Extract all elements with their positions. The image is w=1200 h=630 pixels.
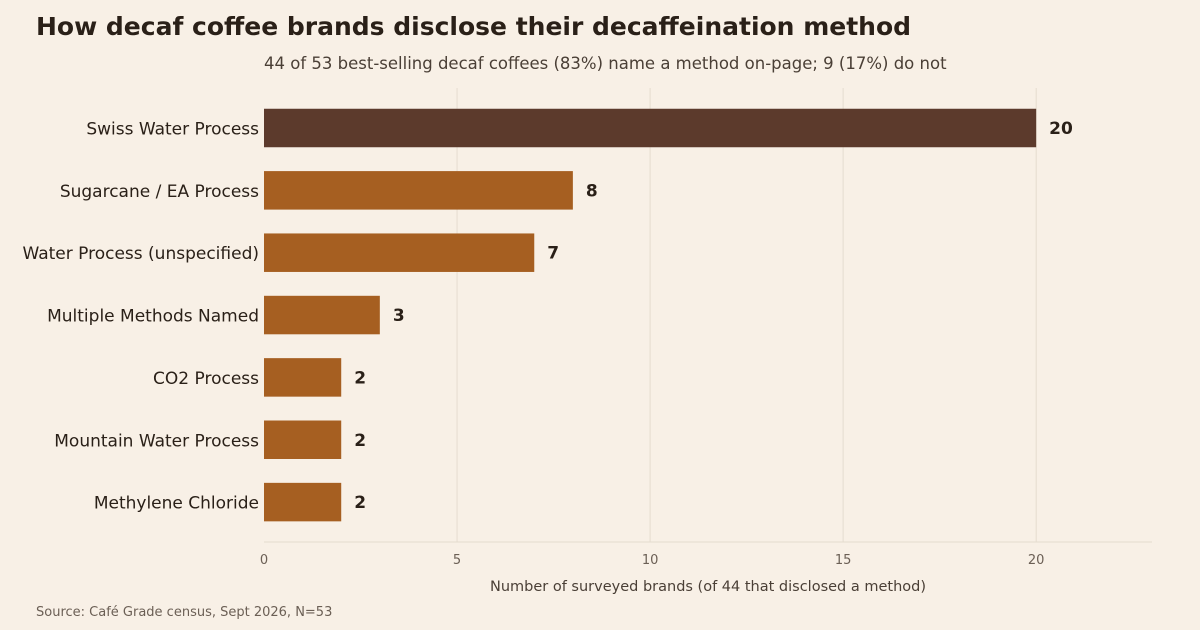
category-label: Multiple Methods Named (47, 307, 259, 327)
x-tick-label: 5 (453, 553, 461, 568)
value-label: 2 (354, 493, 366, 513)
category-label: CO2 Process (153, 369, 259, 389)
bar (264, 358, 342, 397)
category-label: Swiss Water Process (86, 120, 259, 140)
value-label: 7 (547, 244, 559, 264)
x-tick-label: 15 (835, 553, 852, 568)
category-labels: Swiss Water Process Sugarcane / EA Proces… (23, 120, 260, 514)
x-tick-label: 10 (642, 553, 659, 568)
x-ticks: 0 5 10 15 20 (260, 553, 1045, 568)
bar (264, 482, 342, 522)
bars (264, 108, 1037, 522)
value-label: 8 (586, 181, 598, 201)
bar (264, 233, 535, 272)
x-axis-label: Number of surveyed brands (of 44 that di… (490, 579, 926, 595)
x-tick-label: 0 (260, 553, 268, 568)
category-label: Methylene Chloride (94, 494, 259, 514)
category-label: Water Process (unspecified) (23, 244, 260, 264)
value-label: 3 (393, 306, 405, 326)
bar (264, 171, 573, 210)
category-label: Sugarcane / EA Process (60, 182, 259, 202)
chart-subtitle: 44 of 53 best-selling decaf coffees (83%… (264, 54, 947, 73)
bar (264, 108, 1037, 148)
gridlines (264, 88, 1152, 543)
value-labels: 20 8 7 3 2 2 2 (354, 119, 1073, 513)
bar (264, 420, 342, 459)
value-label: 2 (354, 431, 366, 451)
category-label: Mountain Water Process (54, 431, 259, 451)
value-label: 2 (354, 368, 366, 388)
x-tick-label: 20 (1028, 553, 1045, 568)
chart-title: How decaf coffee brands disclose their d… (36, 12, 912, 41)
bar (264, 295, 380, 335)
value-label: 20 (1049, 119, 1073, 139)
chart-source: Source: Café Grade census, Sept 2026, N=… (36, 605, 333, 620)
